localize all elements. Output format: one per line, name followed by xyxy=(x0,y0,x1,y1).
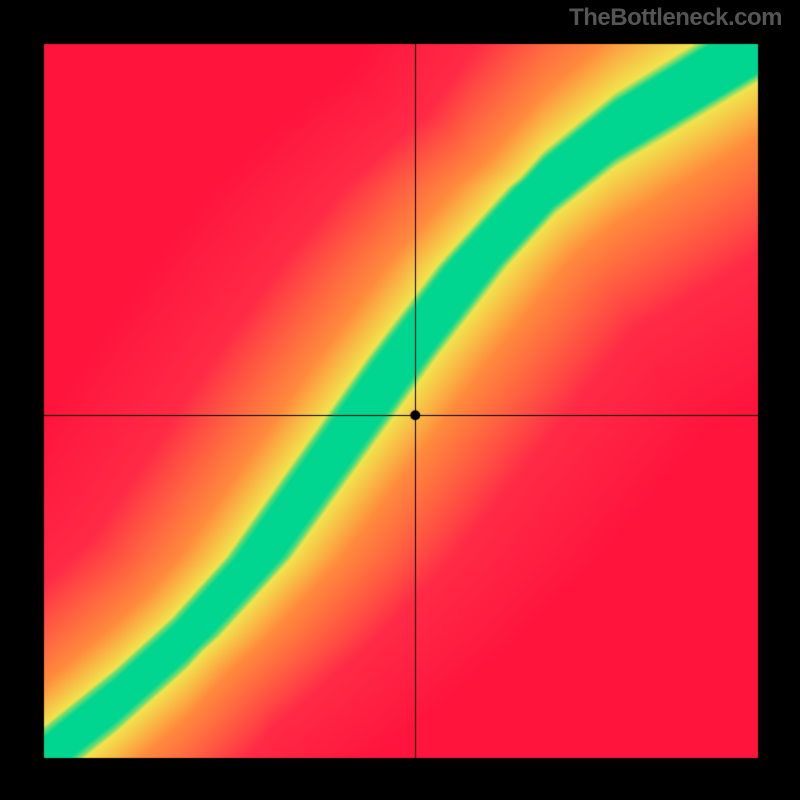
watermark-text: TheBottleneck.com xyxy=(569,4,782,32)
bottleneck-heatmap xyxy=(0,0,800,800)
